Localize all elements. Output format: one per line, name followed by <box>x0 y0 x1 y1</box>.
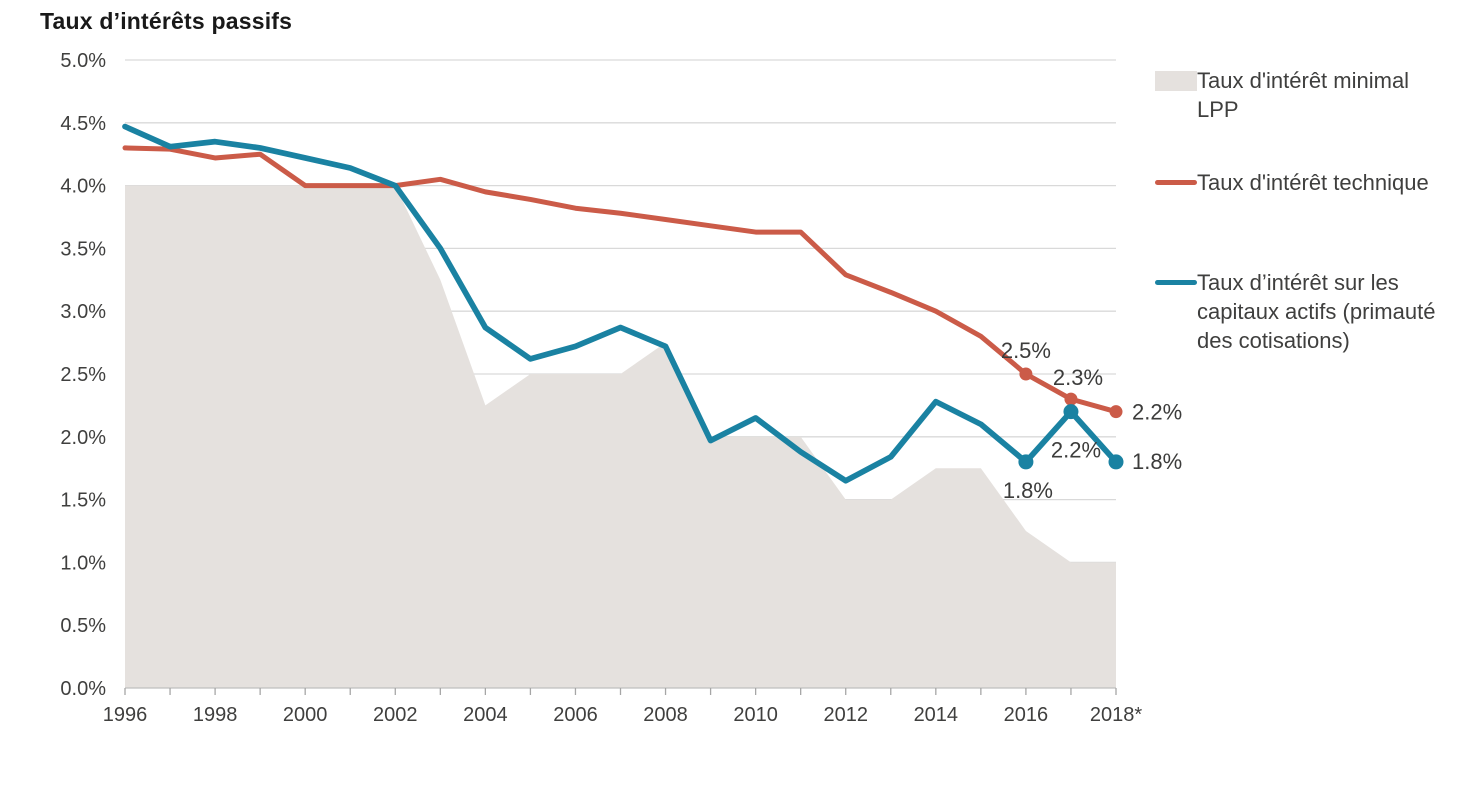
data-label: 1.8% <box>1003 478 1053 503</box>
x-tick-label: 2004 <box>463 704 508 726</box>
y-tick-label: 0.5% <box>60 615 106 637</box>
line-capitaux-actifs-marker <box>1018 454 1034 470</box>
data-label: 2.2% <box>1132 400 1182 425</box>
y-tick-label: 1.5% <box>60 490 106 512</box>
x-tick-label: 2018* <box>1090 704 1142 726</box>
x-tick-label: 1996 <box>103 704 148 726</box>
chart-title: Taux d’intérêts passifs <box>40 8 293 34</box>
legend-area-swatch <box>1155 71 1197 91</box>
y-tick-label: 4.0% <box>60 176 106 198</box>
line-taux-technique-marker <box>1019 367 1033 381</box>
x-tick-label: 2002 <box>373 704 418 726</box>
line-taux-technique-marker <box>1109 405 1123 419</box>
y-tick-label: 3.0% <box>60 301 106 323</box>
x-tick-label: 2000 <box>283 704 328 726</box>
legend-line-swatch <box>1155 280 1197 285</box>
y-tick-label: 2.0% <box>60 427 106 449</box>
legend-label: Taux d'intérêt minimal LPP <box>1197 68 1410 122</box>
line-capitaux-actifs <box>122 123 1119 484</box>
data-label: 2.2% <box>1051 438 1101 463</box>
x-tick-label: 1998 <box>193 704 238 726</box>
line-taux-technique-marker <box>1064 392 1078 406</box>
data-label: 1.8% <box>1132 449 1182 474</box>
x-tick-label: 2014 <box>914 704 959 726</box>
legend-label: Taux d'intérêt technique <box>1197 170 1429 195</box>
y-tick-label: 2.5% <box>60 364 106 386</box>
data-label: 2.3% <box>1053 365 1103 390</box>
x-tick-label: 2012 <box>823 704 868 726</box>
y-tick-label: 1.0% <box>60 552 106 574</box>
legend-item: Taux d'intérêt minimal LPP <box>1155 66 1455 124</box>
y-tick-label: 5.0% <box>60 50 106 72</box>
data-label: 2.5% <box>1001 338 1051 363</box>
line-taux-technique <box>122 145 1119 415</box>
legend-item: Taux d'intérêt technique <box>1155 168 1429 197</box>
x-tick-label: 2006 <box>553 704 598 726</box>
y-tick-label: 4.5% <box>60 113 106 135</box>
y-tick-label: 3.5% <box>60 238 106 260</box>
x-tick-label: 2016 <box>1004 704 1049 726</box>
legend-line-swatch <box>1155 180 1197 185</box>
legend-item: Taux d’intérêt sur les capitaux actifs (… <box>1155 268 1455 355</box>
y-tick-label: 0.0% <box>60 678 106 700</box>
area-lpp-minimal <box>125 185 1116 688</box>
line-capitaux-actifs-marker <box>1108 454 1124 470</box>
x-tick-label: 2010 <box>733 704 778 726</box>
line-capitaux-actifs-marker <box>1063 404 1079 420</box>
legend-label: Taux d’intérêt sur les capitaux actifs (… <box>1197 270 1436 353</box>
x-tick-label: 2008 <box>643 704 688 726</box>
